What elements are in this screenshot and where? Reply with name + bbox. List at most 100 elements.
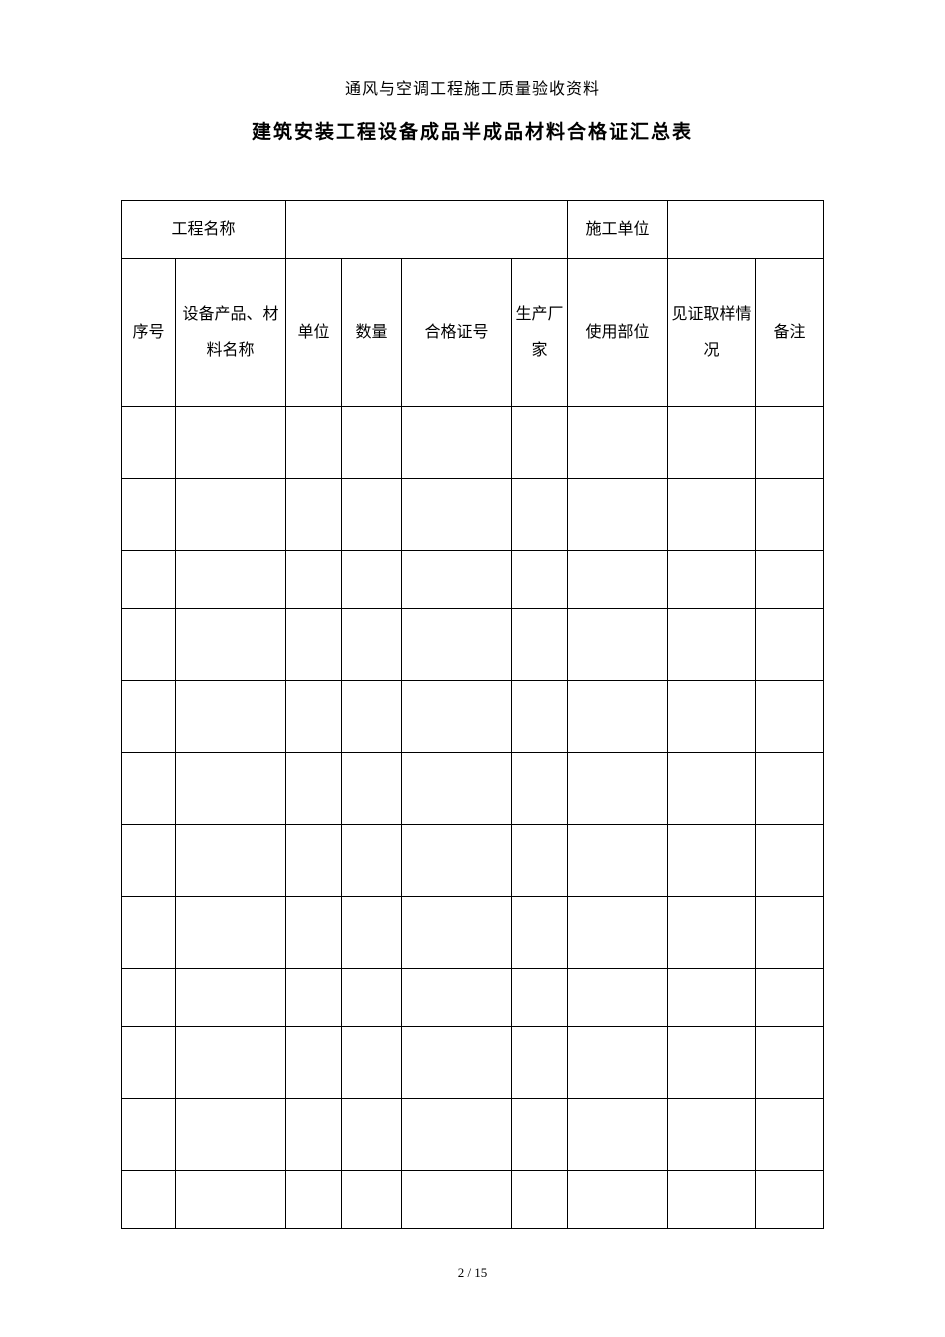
cell-seq [122,1027,176,1099]
cell-used_at [568,1099,668,1171]
cell-cert_no [402,551,512,609]
cell-seq [122,479,176,551]
cell-remark [756,825,824,897]
table-row [122,407,824,479]
table-row [122,897,824,969]
cell-unit [286,1027,342,1099]
col-header-unit: 单位 [286,259,342,407]
cell-name [176,1027,286,1099]
cell-cert_no [402,479,512,551]
cell-cert_no [402,1171,512,1229]
cell-unit [286,753,342,825]
table-row [122,969,824,1027]
project-name-value [286,201,568,259]
cell-maker [512,1099,568,1171]
cell-remark [756,551,824,609]
cell-used_at [568,897,668,969]
page-title: 建筑安装工程设备成品半成品材料合格证汇总表 [0,117,945,144]
cell-witness [668,551,756,609]
cell-seq [122,825,176,897]
project-name-label: 工程名称 [122,201,286,259]
cell-name [176,479,286,551]
cell-cert_no [402,969,512,1027]
cell-cert_no [402,681,512,753]
table-row [122,551,824,609]
cell-witness [668,825,756,897]
cell-maker [512,407,568,479]
cell-name [176,681,286,753]
cell-name [176,753,286,825]
table-row [122,825,824,897]
cell-seq [122,609,176,681]
cell-cert_no [402,825,512,897]
cell-remark [756,969,824,1027]
cell-remark [756,1099,824,1171]
cell-remark [756,681,824,753]
col-header-maker: 生产厂家 [512,259,568,407]
cell-qty [342,479,402,551]
cell-unit [286,897,342,969]
cell-used_at [568,753,668,825]
page-footer: 2 / 15 [0,1265,945,1281]
cell-witness [668,1027,756,1099]
cell-seq [122,753,176,825]
cell-qty [342,1027,402,1099]
cell-qty [342,825,402,897]
cell-cert_no [402,753,512,825]
cell-remark [756,1027,824,1099]
construction-unit-label: 施工单位 [568,201,668,259]
table-row [122,609,824,681]
construction-unit-value [668,201,824,259]
cell-used_at [568,969,668,1027]
cell-cert_no [402,1099,512,1171]
cell-used_at [568,479,668,551]
cell-remark [756,479,824,551]
cell-qty [342,681,402,753]
cell-qty [342,753,402,825]
cell-witness [668,609,756,681]
cell-unit [286,479,342,551]
cell-seq [122,969,176,1027]
table-row [122,479,824,551]
cell-used_at [568,1171,668,1229]
cell-maker [512,969,568,1027]
cell-unit [286,969,342,1027]
cell-witness [668,1171,756,1229]
table-row [122,753,824,825]
cell-qty [342,1171,402,1229]
cell-remark [756,609,824,681]
cell-qty [342,609,402,681]
cell-remark [756,407,824,479]
cell-qty [342,969,402,1027]
cell-witness [668,681,756,753]
cell-cert_no [402,897,512,969]
col-header-seq: 序号 [122,259,176,407]
cell-unit [286,551,342,609]
cell-maker [512,479,568,551]
cell-maker [512,1027,568,1099]
cell-cert_no [402,1027,512,1099]
col-header-cert_no: 合格证号 [402,259,512,407]
table-row [122,1027,824,1099]
cell-name [176,407,286,479]
table-row [122,1171,824,1229]
table-row [122,681,824,753]
table-row [122,1099,824,1171]
cell-cert_no [402,407,512,479]
cell-name [176,825,286,897]
cell-remark [756,753,824,825]
cell-seq [122,681,176,753]
cell-witness [668,753,756,825]
table-header-row: 序号设备产品、材料名称单位数量合格证号生产厂家使用部位见证取样情况备注 [122,259,824,407]
cell-maker [512,1171,568,1229]
cell-used_at [568,551,668,609]
cell-seq [122,897,176,969]
cell-name [176,1099,286,1171]
cell-used_at [568,825,668,897]
cell-qty [342,1099,402,1171]
page-header: 通风与空调工程施工质量验收资料 建筑安装工程设备成品半成品材料合格证汇总表 [0,0,945,144]
col-header-name: 设备产品、材料名称 [176,259,286,407]
cell-name [176,551,286,609]
cell-qty [342,407,402,479]
cell-unit [286,1171,342,1229]
